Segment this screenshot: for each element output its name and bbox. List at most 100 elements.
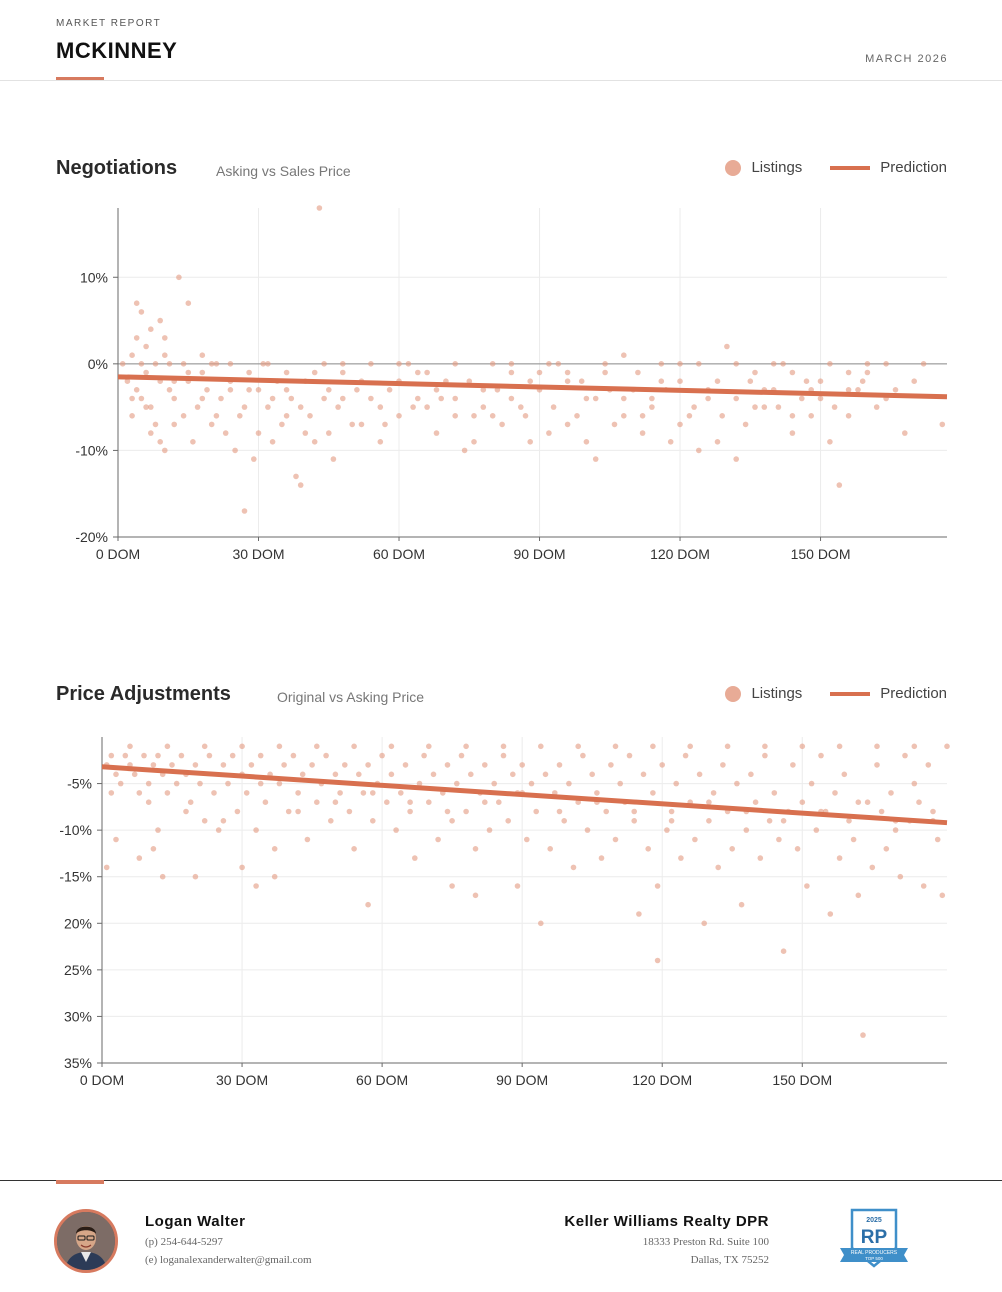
listing-point <box>639 430 646 436</box>
listing-point <box>463 743 469 750</box>
listing-point <box>598 855 605 861</box>
listing-point <box>602 361 608 367</box>
listing-point <box>253 827 259 833</box>
listing-point <box>668 818 675 824</box>
listing-point <box>706 818 712 824</box>
listing-point <box>405 361 412 367</box>
listing-point <box>748 771 754 778</box>
listing-point <box>902 752 908 759</box>
listing-point <box>265 361 271 367</box>
listing-point <box>208 361 215 367</box>
listing-point <box>360 790 367 796</box>
listing-point <box>260 361 267 367</box>
listing-point <box>696 771 703 778</box>
listing-point <box>365 901 371 908</box>
listing-point <box>747 378 754 384</box>
listing-point <box>724 343 730 350</box>
listing-point <box>368 395 374 402</box>
listing-point <box>201 818 208 824</box>
listing-point <box>542 771 549 778</box>
listing-point <box>555 361 562 367</box>
listing-point <box>831 404 838 410</box>
listing-point <box>314 799 320 805</box>
listing-point <box>241 508 248 514</box>
listing-point <box>253 883 259 889</box>
legend-dot-icon <box>725 685 742 702</box>
y-tick-label: 10% <box>80 269 108 285</box>
agent-email[interactable]: (e) loganalexanderwalter@gmail.com <box>145 1254 312 1266</box>
y-tick-label: 0% <box>88 356 108 372</box>
listing-point <box>232 447 238 454</box>
listing-point <box>316 205 323 211</box>
listing-point <box>349 421 356 428</box>
x-tick-label: 60 DOM <box>356 1072 408 1088</box>
listing-point <box>611 421 618 428</box>
listing-point <box>873 404 880 410</box>
listing-point <box>173 780 180 787</box>
listing-point <box>846 818 852 824</box>
listing-point <box>225 780 231 787</box>
listing-point <box>888 790 894 796</box>
x-tick-label: 120 DOM <box>632 1072 692 1088</box>
listing-point <box>500 752 507 759</box>
listing-point <box>335 404 341 410</box>
listing-point <box>738 901 745 908</box>
listing-point <box>855 799 862 805</box>
listing-point <box>295 790 301 796</box>
listing-point <box>528 780 535 787</box>
listing-point <box>402 762 409 768</box>
x-tick-label: 120 DOM <box>650 546 710 562</box>
listing-point <box>645 846 651 852</box>
listing-point <box>878 808 885 815</box>
listing-point <box>213 361 220 367</box>
listing-point <box>631 808 637 815</box>
listing-point <box>444 808 451 815</box>
listing-point <box>650 790 656 796</box>
y-tick-label: -10% <box>59 822 92 838</box>
x-tick-label: 150 DOM <box>791 546 851 562</box>
listing-point <box>742 421 749 428</box>
price-adjustments-chart: -5% -10% -15% 20% 25% 30% 35%0 DOM 30 DOM 60 DOM… <box>59 737 950 1088</box>
listing-point <box>326 430 332 436</box>
listing-point <box>138 361 145 367</box>
listing-point <box>155 752 161 759</box>
agent-phone[interactable]: (p) 254-644-5297 <box>145 1236 223 1248</box>
listing-point <box>454 780 460 787</box>
listing-point <box>129 413 135 419</box>
listing-point <box>752 799 759 805</box>
listing-point <box>285 808 292 815</box>
badge-line1: REAL PRODUCERS <box>851 1250 898 1256</box>
listing-point <box>617 780 623 787</box>
listing-point <box>480 404 487 410</box>
brokerage-address-line2: Dallas, TX 75252 <box>690 1254 769 1266</box>
listing-point <box>883 361 889 367</box>
listing-point <box>288 395 295 402</box>
listing-point <box>197 780 203 787</box>
listing-point <box>257 752 264 759</box>
listing-point <box>519 762 525 768</box>
listing-point <box>426 743 432 750</box>
listing-point <box>468 771 474 778</box>
chart2-subtitle: Original vs Asking Price <box>277 689 425 705</box>
listing-point <box>944 743 950 750</box>
listing-point <box>733 456 739 462</box>
listing-point <box>592 395 599 402</box>
listing-point <box>424 404 430 410</box>
badge-year: 2025 <box>866 1217 882 1224</box>
listing-point <box>584 827 591 833</box>
listing-point <box>659 762 665 768</box>
listing-point <box>845 387 852 393</box>
listing-point <box>108 752 115 759</box>
listing-point <box>199 369 206 376</box>
listing-point <box>117 780 124 787</box>
listing-point <box>546 430 552 436</box>
listing-point <box>271 873 278 880</box>
listing-point <box>536 369 543 376</box>
x-tick-label: 90 DOM <box>513 546 565 562</box>
listing-point <box>162 352 168 358</box>
listing-point <box>677 361 683 367</box>
listing-point <box>159 873 166 880</box>
listing-point <box>733 361 739 367</box>
listing-point <box>452 395 459 402</box>
listing-point <box>185 369 192 376</box>
